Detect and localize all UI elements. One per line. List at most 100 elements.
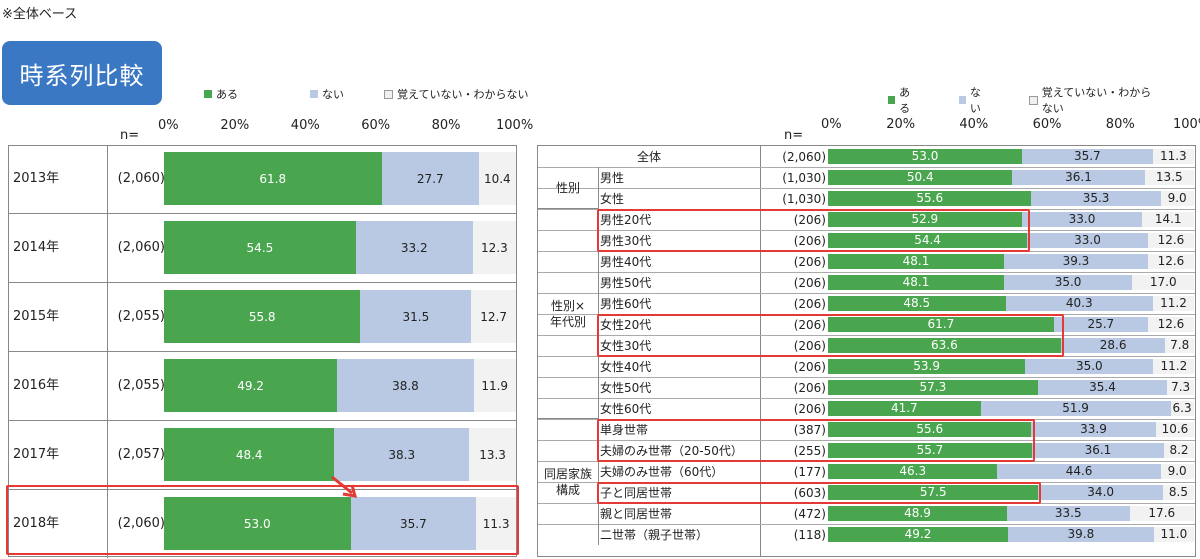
bar-nai: 33.5 [1006, 505, 1130, 521]
bar-unknown: 11.2 [1153, 358, 1195, 374]
legend-right: ある ない 覚えていない・わからない [888, 84, 1200, 116]
stacked-bar: 63.6 28.6 7.8 [828, 337, 1194, 353]
stacked-bar: 53.0 35.7 11.3 [828, 148, 1194, 164]
row-n-value: (255) [793, 443, 826, 458]
bar-unknown: 11.3 [476, 497, 516, 550]
bar-unknown: 11.2 [1153, 295, 1194, 311]
bar-nai: 33.0 [1021, 211, 1143, 227]
legend-swatch-nai-r [958, 96, 966, 104]
axis-tick-label: 80% [1105, 117, 1135, 132]
bar-aru: 55.7 [828, 442, 1032, 458]
row-category-label: 男性30代 [600, 233, 652, 248]
bar-nai: 35.4 [1037, 379, 1168, 395]
legend-item-unknown: 覚えていない・わからない [384, 86, 528, 102]
bar-unknown: 12.3 [472, 221, 516, 274]
row-n-value: (177) [793, 464, 826, 479]
axis-tick-label: 40% [959, 117, 989, 132]
legend-label-nai-r: ない [969, 86, 981, 115]
bar-unknown: 14.1 [1142, 211, 1194, 227]
stacked-bar: 49.2 39.8 11.0 [828, 526, 1194, 542]
row-n-value: (206) [793, 338, 826, 353]
stacked-bar: 54.5 33.2 12.3 [164, 221, 516, 274]
table-row: 2013年 (2,060) 61.8 27.7 10.4 [9, 145, 516, 214]
row-n-value: (118) [793, 527, 826, 542]
column-divider [760, 146, 761, 556]
stacked-bar: 41.7 51.9 6.3 [828, 400, 1194, 416]
axis-tick-label: 80% [431, 118, 461, 133]
axis-tick-label: 20% [886, 117, 916, 132]
row-n-value: (206) [793, 254, 826, 269]
bar-unknown: 10.6 [1155, 421, 1195, 437]
row-category-label: 夫婦のみ世帯（20-50代） [600, 443, 743, 458]
table-row: 全体 (2,060) 53.0 35.7 11.3 [538, 147, 1195, 168]
bar-nai: 25.7 [1053, 316, 1148, 332]
row-category-label: 女性60代 [600, 401, 652, 416]
legend-swatch-unknown [384, 89, 393, 99]
row-n-value: (206) [793, 212, 826, 227]
bar-nai: 39.3 [1004, 253, 1148, 269]
bar-unknown: 9.0 [1160, 463, 1194, 479]
row-year-label: 2016年 [13, 378, 60, 393]
bar-aru: 63.6 [828, 337, 1061, 353]
table-row: 女性50代 (206) 57.3 35.4 7.3 [538, 378, 1195, 399]
comparison-badge: 時系列比較 [2, 41, 162, 105]
table-row: 男性 (1,030) 50.4 36.1 13.5 [538, 168, 1195, 189]
table-row: 男性50代 (206) 48.1 35.0 17.0 [538, 273, 1195, 294]
stacked-bar: 48.4 38.3 13.3 [164, 428, 516, 481]
row-category-label: 女性50代 [600, 380, 652, 395]
legend-swatch-unknown-r [1029, 95, 1038, 105]
row-n-value: (2,055) [107, 352, 165, 420]
table-row: 女性60代 (206) 41.7 51.9 6.3 [538, 399, 1195, 420]
legend-label-unknown-r: 覚えていない・わからない [1041, 86, 1152, 115]
row-category-label: 男性20代 [600, 212, 652, 227]
bar-nai: 38.3 [334, 428, 470, 481]
bar-nai: 40.3 [1005, 295, 1153, 311]
legend-swatch-aru-r [888, 96, 896, 104]
bar-unknown: 17.0 [1132, 274, 1195, 290]
bar-unknown: 7.3 [1167, 379, 1194, 395]
table-row: 男性40代 (206) 48.1 39.3 12.6 [538, 252, 1195, 273]
bar-aru: 49.2 [828, 526, 1009, 542]
row-category-label: 男性40代 [600, 254, 652, 269]
legend-swatch-nai [310, 90, 318, 98]
row-n-value: (2,057) [107, 421, 165, 489]
bar-unknown: 11.3 [1152, 148, 1194, 164]
bar-nai: 28.6 [1060, 337, 1166, 353]
bar-unknown: 6.3 [1170, 400, 1194, 416]
bar-aru: 41.7 [828, 400, 981, 416]
row-category-label: 二世帯（親子世帯） [600, 527, 709, 542]
row-n-value: (2,060) [107, 145, 165, 213]
bar-aru: 46.3 [828, 463, 998, 479]
bar-aru: 54.4 [828, 232, 1028, 248]
legend-item-nai-r: ない [958, 84, 990, 116]
row-category-label: 女性 [600, 191, 625, 206]
bar-unknown: 12.7 [471, 290, 516, 343]
axis-tick-label: 60% [1032, 117, 1062, 132]
bar-unknown: 8.5 [1162, 484, 1194, 500]
bar-nai: 33.2 [355, 221, 473, 274]
row-year-label: 2013年 [13, 171, 60, 186]
stacked-bar: 61.8 27.7 10.4 [164, 152, 516, 205]
table-row: 二世帯（親子世帯） (118) 49.2 39.8 11.0 [538, 525, 1195, 546]
stacked-bar: 46.3 44.6 9.0 [828, 463, 1194, 479]
stacked-bar: 53.0 35.7 11.3 [164, 497, 516, 550]
stacked-bar: 50.4 36.1 13.5 [828, 169, 1194, 185]
stacked-bar: 49.2 38.8 11.9 [164, 359, 516, 412]
row-year-label: 2018年 [13, 516, 60, 531]
row-category-label: 女性40代 [600, 359, 652, 374]
bar-unknown: 9.0 [1160, 190, 1194, 206]
bar-nai: 35.0 [1004, 274, 1133, 290]
stacked-bar: 48.1 39.3 12.6 [828, 253, 1194, 269]
row-n-value: (2,060) [107, 490, 165, 558]
bar-aru: 52.9 [828, 211, 1022, 227]
stacked-bar: 48.1 35.0 17.0 [828, 274, 1195, 290]
table-row: 2014年 (2,060) 54.5 33.2 12.3 [9, 214, 516, 283]
trend-arrow-icon [331, 475, 358, 498]
group-label: 性別× 年代別 [538, 209, 599, 419]
table-row: 子と同居世帯 (603) 57.5 34.0 8.5 [538, 483, 1195, 504]
legend-label-unknown: 覚えていない・わからない [397, 88, 529, 101]
bar-aru: 61.8 [164, 152, 382, 205]
row-n-value: (2,060) [107, 214, 165, 282]
bar-nai: 51.9 [980, 400, 1171, 416]
legend-label-nai: ない [322, 88, 344, 101]
